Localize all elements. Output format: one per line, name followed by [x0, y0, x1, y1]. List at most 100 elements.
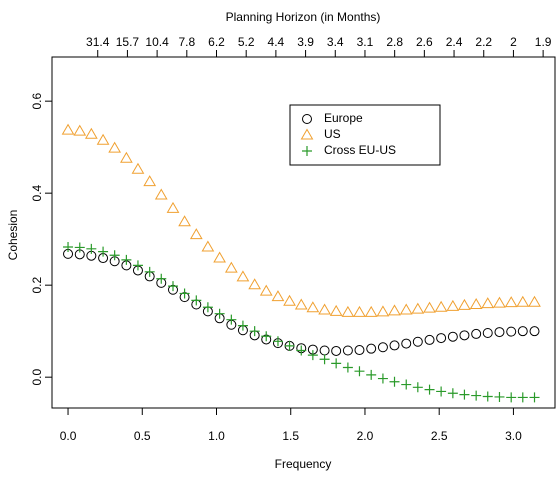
point	[259, 284, 273, 296]
point	[447, 331, 458, 342]
point	[342, 345, 353, 356]
point	[98, 246, 109, 257]
x-tick-label: 0.0	[60, 429, 77, 443]
point	[271, 290, 285, 302]
point	[377, 373, 388, 384]
legend-label: Cross EU-US	[324, 143, 396, 157]
point	[482, 391, 493, 402]
point	[329, 304, 343, 316]
point	[342, 362, 353, 373]
point	[401, 379, 412, 390]
point	[399, 303, 413, 315]
point	[469, 297, 483, 309]
top-tick-label: 2.4	[446, 35, 463, 49]
legend-box	[289, 104, 441, 166]
legend-label: US	[324, 127, 341, 141]
point	[529, 392, 540, 403]
point	[459, 389, 470, 400]
top-tick-label: 1.9	[535, 35, 552, 49]
point	[154, 188, 168, 200]
point	[167, 281, 178, 292]
point	[424, 334, 435, 345]
point	[213, 251, 226, 263]
point	[201, 240, 215, 252]
point	[109, 250, 120, 261]
point	[121, 254, 132, 265]
top-tick-label: 31.4	[86, 35, 110, 49]
top-tick-label: 2.2	[475, 35, 492, 49]
point	[156, 273, 167, 284]
point	[86, 243, 97, 254]
point	[331, 358, 342, 369]
top-tick-label: 2	[510, 35, 517, 49]
point	[179, 288, 190, 299]
point	[434, 300, 448, 312]
point	[471, 390, 482, 401]
top-tick-label: 10.4	[145, 35, 169, 49]
point	[272, 336, 283, 347]
point	[249, 326, 260, 337]
top-tick-label: 3.4	[327, 35, 344, 49]
point	[191, 295, 202, 306]
point	[283, 294, 296, 306]
top-tick-label: 5.2	[238, 35, 255, 49]
point	[389, 376, 400, 387]
point	[447, 388, 458, 399]
top-tick-label: 2.6	[416, 35, 433, 49]
legend-marker	[302, 146, 312, 156]
point	[412, 336, 423, 347]
point	[61, 123, 75, 135]
point	[528, 295, 541, 307]
top-tick-label: 3.1	[357, 35, 374, 49]
x-tick-label: 2.0	[357, 429, 374, 443]
x-axis-title: Frequency	[275, 457, 332, 471]
point	[237, 320, 248, 331]
top-tick-label: 7.8	[178, 35, 195, 49]
point	[96, 133, 110, 145]
point	[377, 342, 388, 353]
point	[366, 343, 377, 354]
point	[482, 328, 493, 339]
point	[226, 314, 237, 325]
point	[354, 345, 365, 356]
point	[261, 331, 272, 342]
point	[494, 327, 505, 338]
point	[132, 260, 143, 271]
top-tick-label: 2.8	[386, 35, 403, 49]
point	[458, 298, 471, 310]
point	[214, 308, 225, 319]
point	[73, 124, 87, 136]
point	[284, 340, 295, 351]
point	[319, 345, 330, 356]
point	[494, 391, 505, 402]
point	[296, 345, 307, 356]
point	[354, 366, 365, 377]
point	[471, 328, 482, 339]
point	[412, 382, 423, 393]
point	[446, 299, 460, 311]
top-tick-label: 15.7	[116, 35, 140, 49]
point	[144, 266, 155, 277]
point	[504, 296, 518, 308]
point	[143, 175, 157, 187]
point	[506, 392, 517, 403]
point	[459, 330, 470, 341]
point	[493, 296, 506, 308]
point	[388, 304, 401, 316]
y-tick-label: 0.0	[30, 369, 44, 386]
point	[436, 333, 447, 344]
point	[364, 305, 378, 317]
point	[517, 392, 528, 403]
point	[84, 127, 98, 139]
legend-marker	[300, 128, 314, 140]
point	[341, 305, 355, 317]
x-tick-label: 0.5	[134, 429, 151, 443]
point	[424, 384, 435, 395]
point	[401, 338, 412, 349]
legend-label: Europe	[324, 111, 363, 125]
top-axis-title: Planning Horizon (in Months)	[226, 10, 381, 24]
point	[516, 295, 530, 307]
point	[529, 326, 540, 337]
point	[319, 354, 330, 365]
